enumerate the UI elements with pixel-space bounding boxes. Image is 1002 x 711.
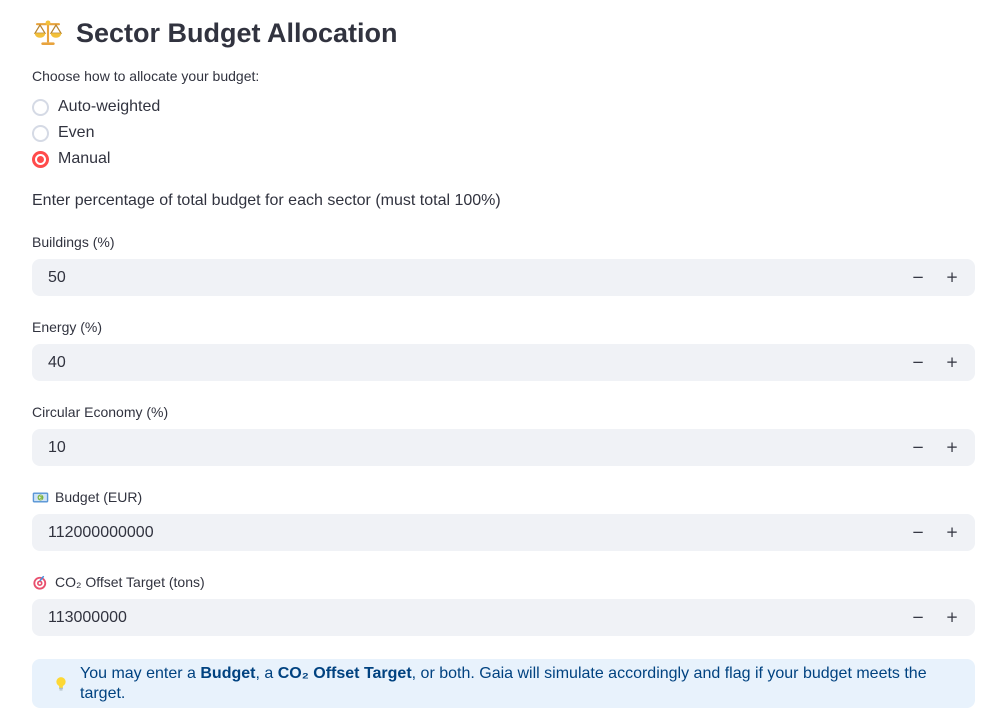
increment-button[interactable]: + <box>935 259 969 296</box>
info-banner: You may enter a Budget, a CO₂ Offset Tar… <box>32 659 975 708</box>
increment-button[interactable]: + <box>935 429 969 466</box>
circular-economy-percent-input[interactable] <box>32 429 901 466</box>
number-input-container: − + <box>32 344 975 381</box>
dartboard-target-icon <box>32 574 49 591</box>
energy-percent-input[interactable] <box>32 344 901 381</box>
field-circular-economy: Circular Economy (%) − + <box>32 404 975 466</box>
radio-button[interactable] <box>32 124 49 142</box>
number-input-container: − + <box>32 514 975 551</box>
number-input-container: − + <box>32 429 975 466</box>
radio-option-manual[interactable]: Manual <box>32 149 975 169</box>
field-co2-offset-target: CO₂ Offset Target (tons) − + <box>32 574 975 636</box>
radio-option-auto-weighted[interactable]: Auto-weighted <box>32 97 975 117</box>
field-label: CO₂ Offset Target (tons) <box>32 574 975 591</box>
buildings-percent-input[interactable] <box>32 259 901 296</box>
radio-option-even[interactable]: Even <box>32 123 975 143</box>
field-buildings: Buildings (%) − + <box>32 234 975 296</box>
euro-banknote-icon: € <box>32 489 49 506</box>
field-budget: € Budget (EUR) − + <box>32 489 975 551</box>
field-label: € Budget (EUR) <box>32 489 975 506</box>
allocation-prompt: Choose how to allocate your budget: <box>32 68 260 84</box>
field-label-text: CO₂ Offset Target (tons) <box>55 574 205 590</box>
page-header: Sector Budget Allocation <box>32 14 975 52</box>
field-label: Buildings (%) <box>32 234 975 251</box>
radio-label: Even <box>58 124 95 141</box>
radio-button[interactable] <box>32 98 49 116</box>
radio-label: Manual <box>58 150 111 167</box>
allocation-radio-group: Auto-weighted Even Manual <box>32 97 975 169</box>
percentage-instruction: Enter percentage of total budget for eac… <box>32 192 501 209</box>
field-label-text: Budget (EUR) <box>55 489 143 505</box>
balance-scale-icon <box>32 17 64 49</box>
field-label: Circular Economy (%) <box>32 404 975 421</box>
info-text: You may enter a Budget, a CO₂ Offset Tar… <box>80 664 927 702</box>
radio-label: Auto-weighted <box>58 98 161 115</box>
lightbulb-icon <box>52 675 70 693</box>
field-label-text: Energy (%) <box>32 319 103 335</box>
budget-eur-input[interactable] <box>32 514 901 551</box>
number-input-container: − + <box>32 259 975 296</box>
decrement-button[interactable]: − <box>901 514 935 551</box>
field-label-text: Circular Economy (%) <box>32 404 169 420</box>
increment-button[interactable]: + <box>935 514 969 551</box>
field-label-text: Buildings (%) <box>32 234 115 250</box>
co2-offset-target-input[interactable] <box>32 599 901 636</box>
increment-button[interactable]: + <box>935 599 969 636</box>
decrement-button[interactable]: − <box>901 599 935 636</box>
radio-button[interactable] <box>32 150 49 168</box>
decrement-button[interactable]: − <box>901 259 935 296</box>
increment-button[interactable]: + <box>935 344 969 381</box>
number-input-container: − + <box>32 599 975 636</box>
svg-text:€: € <box>39 495 43 501</box>
decrement-button[interactable]: − <box>901 344 935 381</box>
field-energy: Energy (%) − + <box>32 319 975 381</box>
decrement-button[interactable]: − <box>901 429 935 466</box>
page-title: Sector Budget Allocation <box>76 17 398 48</box>
field-label: Energy (%) <box>32 319 975 336</box>
